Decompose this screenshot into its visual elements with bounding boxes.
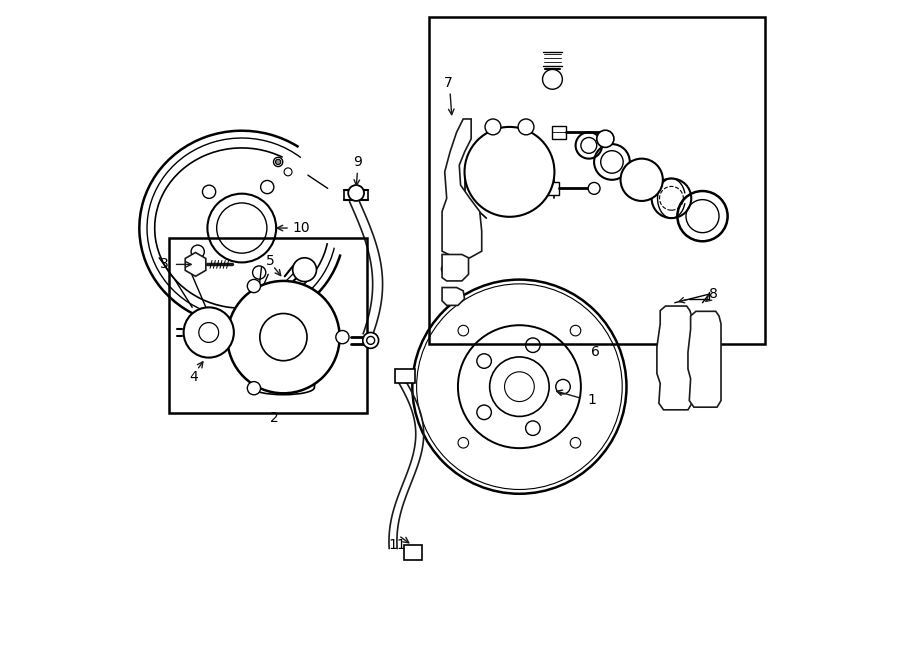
Text: 11: 11 xyxy=(388,538,406,553)
Circle shape xyxy=(597,130,614,147)
Text: 3: 3 xyxy=(160,257,169,272)
Text: 8: 8 xyxy=(708,287,717,301)
Circle shape xyxy=(620,159,662,201)
Text: 9: 9 xyxy=(353,155,362,169)
Circle shape xyxy=(518,119,534,135)
Circle shape xyxy=(543,69,562,89)
Circle shape xyxy=(199,323,219,342)
Text: 2: 2 xyxy=(271,411,279,426)
Circle shape xyxy=(248,381,260,395)
Polygon shape xyxy=(185,253,206,276)
Text: 10: 10 xyxy=(292,221,310,235)
Circle shape xyxy=(292,258,317,282)
Polygon shape xyxy=(442,254,469,281)
Bar xyxy=(404,545,422,560)
Circle shape xyxy=(260,313,307,361)
Circle shape xyxy=(588,182,600,194)
Circle shape xyxy=(348,185,364,201)
Circle shape xyxy=(363,332,379,348)
Circle shape xyxy=(464,127,554,217)
Polygon shape xyxy=(657,306,692,410)
Circle shape xyxy=(485,119,501,135)
Bar xyxy=(545,182,559,195)
Circle shape xyxy=(336,330,349,344)
Polygon shape xyxy=(442,119,482,258)
Text: 4: 4 xyxy=(189,369,198,384)
Polygon shape xyxy=(688,311,721,407)
Text: 7: 7 xyxy=(444,75,453,90)
Circle shape xyxy=(184,307,234,358)
Text: 5: 5 xyxy=(266,254,274,268)
Circle shape xyxy=(275,159,281,165)
Text: 6: 6 xyxy=(591,344,600,359)
Bar xyxy=(169,238,367,413)
Bar xyxy=(395,369,415,383)
Circle shape xyxy=(366,336,374,344)
Bar xyxy=(553,126,566,139)
Text: 1: 1 xyxy=(588,393,597,407)
Circle shape xyxy=(248,280,260,293)
Polygon shape xyxy=(442,288,464,305)
Circle shape xyxy=(227,281,339,393)
Bar xyxy=(428,17,765,344)
